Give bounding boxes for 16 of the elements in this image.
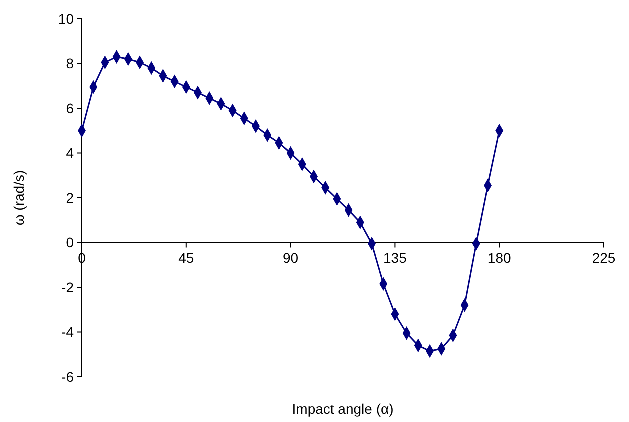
- x-tick-label: 90: [283, 250, 299, 266]
- y-tick-label: 8: [66, 56, 74, 72]
- y-tick-label: 0: [66, 234, 74, 251]
- x-axis-title: Impact angle (α): [292, 401, 394, 417]
- x-tick-label: 45: [178, 250, 194, 266]
- x-tick-label: 225: [592, 250, 616, 266]
- y-tick-label: 10: [58, 10, 74, 27]
- y-tick-label: 2: [66, 190, 74, 206]
- x-tick-label: 135: [384, 250, 408, 266]
- y-tick-label: 6: [66, 100, 74, 116]
- y-axis-title: ω (rad/s): [11, 170, 27, 226]
- y-tick-label: -6: [62, 368, 74, 385]
- x-tick-label: 180: [488, 250, 512, 266]
- y-tick-label: -2: [62, 279, 74, 296]
- y-tick-label: 4: [66, 145, 74, 162]
- y-tick-label: -4: [62, 324, 74, 340]
